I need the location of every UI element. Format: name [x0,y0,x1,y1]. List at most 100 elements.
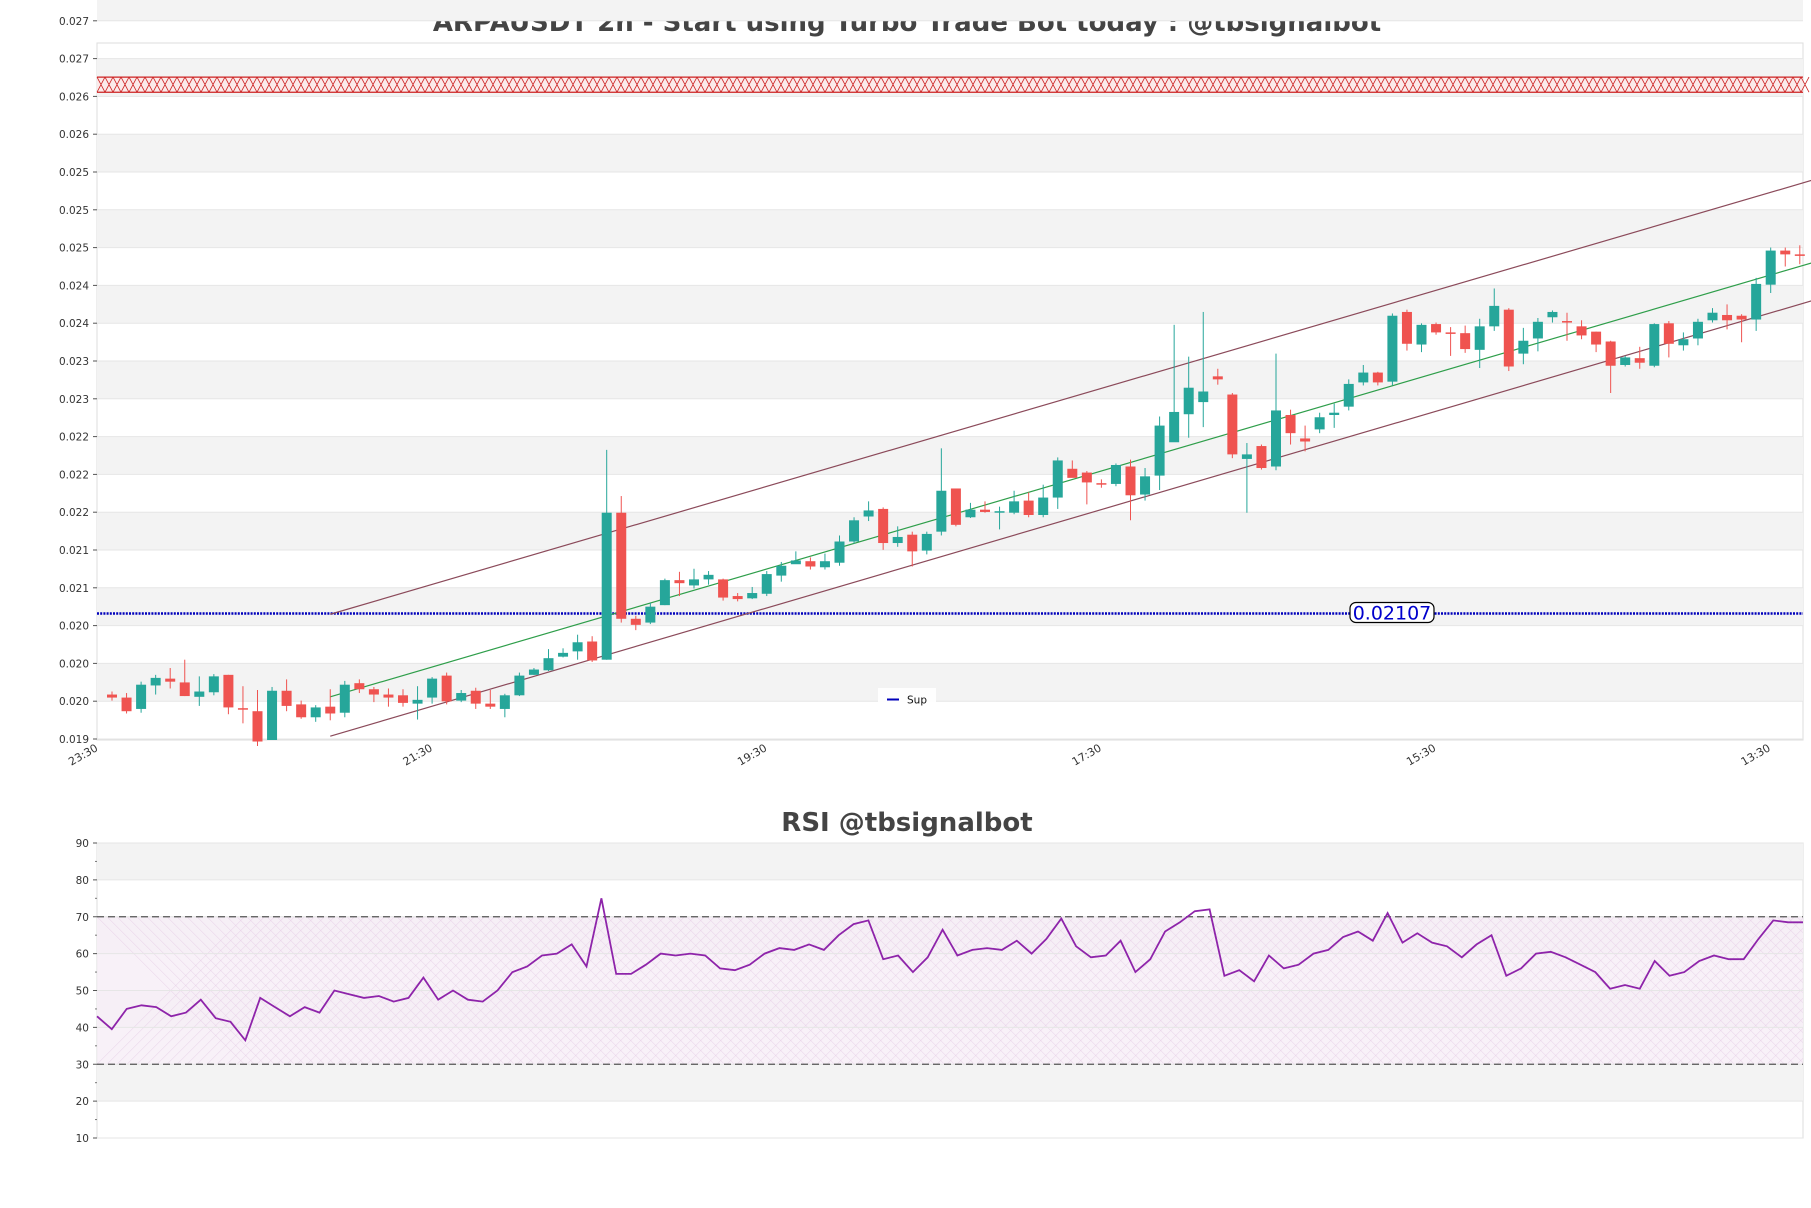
candle-body [1329,412,1340,415]
candle [1009,490,1020,515]
candle-body [281,690,292,706]
rsi-y-tick-label: 70 [76,912,89,924]
candle-body [1387,315,1398,382]
candle-body [1562,321,1572,323]
price-y-tick-label: 0.020 [59,621,89,633]
candle [1285,409,1296,445]
candle [427,677,438,704]
candle [674,571,685,597]
candle [1023,492,1034,518]
price-band [97,512,1803,550]
candle [776,561,787,582]
candle [1140,468,1151,501]
candle [936,448,947,536]
candle [601,449,612,660]
candle [1663,321,1674,358]
candle-body [1401,311,1412,344]
candle-body [252,711,263,742]
candle [849,517,860,544]
candle [1125,459,1136,521]
support-label-box [1349,601,1435,624]
resistance-zone-fill [97,77,1803,93]
candle-body [1620,357,1631,365]
candle-body [485,703,496,707]
candle-body [1780,250,1791,255]
candle [1154,416,1165,490]
candle [136,681,147,713]
candle [819,553,830,570]
candle [863,501,874,522]
candle-body [1518,340,1529,354]
price-band [97,0,1803,21]
rsi-y-tick-label: 40 [76,1022,89,1034]
candle-body [790,560,801,565]
price-band [97,587,1803,626]
price-grid-lines [97,20,1803,740]
price-y-tick-label: 0.024 [59,280,89,292]
candle [1794,245,1805,265]
candle-body [1605,341,1616,366]
candle-body [1576,326,1587,336]
candle-body [1052,460,1063,498]
candle [1751,277,1762,331]
price-band [97,285,1803,324]
candle-body [761,574,772,594]
candle [543,649,554,672]
candle [310,705,321,722]
candle [878,507,889,550]
candle-body [718,579,729,598]
candle [383,688,394,707]
candle-body [980,509,990,512]
candle-body [1532,321,1543,339]
candle-body [1241,454,1252,459]
candle [339,680,350,718]
candle [456,689,467,703]
candle-body [1707,312,1718,321]
price-y-tick-label: 0.020 [59,696,89,708]
candle-body [1314,417,1325,430]
candle-body [528,669,539,675]
candle [208,674,219,696]
candle [194,676,205,706]
candle-body [339,684,350,713]
candle [325,689,336,721]
candle-body [1067,468,1078,478]
candle [1372,371,1383,386]
candle-body [107,694,117,698]
candle [1314,412,1325,434]
candle-body [849,520,860,542]
candle-body [1445,332,1456,334]
candle [1634,346,1645,369]
candle-body [1416,324,1427,345]
rsi-y-tick-label: 30 [76,1059,89,1071]
candle [252,689,263,747]
candle [747,586,758,600]
candle-body [136,684,147,709]
rsi-y-tick-label: 20 [76,1096,89,1108]
price-y-tick-label: 0.026 [59,91,89,103]
candle-body [514,675,525,696]
candle-body [121,697,132,712]
candle-body [1212,376,1223,380]
candle [834,535,845,566]
price-band [97,209,1803,248]
candle-body [674,580,685,584]
candle-body [558,652,569,657]
price-x-tick-label: 15:30 [1404,741,1438,768]
candle-body [1183,387,1194,415]
candle [718,578,729,601]
candle [732,593,743,602]
candle-body [237,708,248,710]
candle [616,496,627,623]
rsi-threshold-lines [97,916,1803,1065]
candle [1300,425,1311,452]
candle-body [1678,339,1689,346]
price-y-tick-label: 0.023 [59,356,89,368]
candle-body [936,490,947,532]
candle [1722,304,1733,330]
candle-body [1765,250,1776,285]
candle-body [616,512,627,619]
candle-body [1300,438,1311,442]
candle-body [747,593,758,599]
